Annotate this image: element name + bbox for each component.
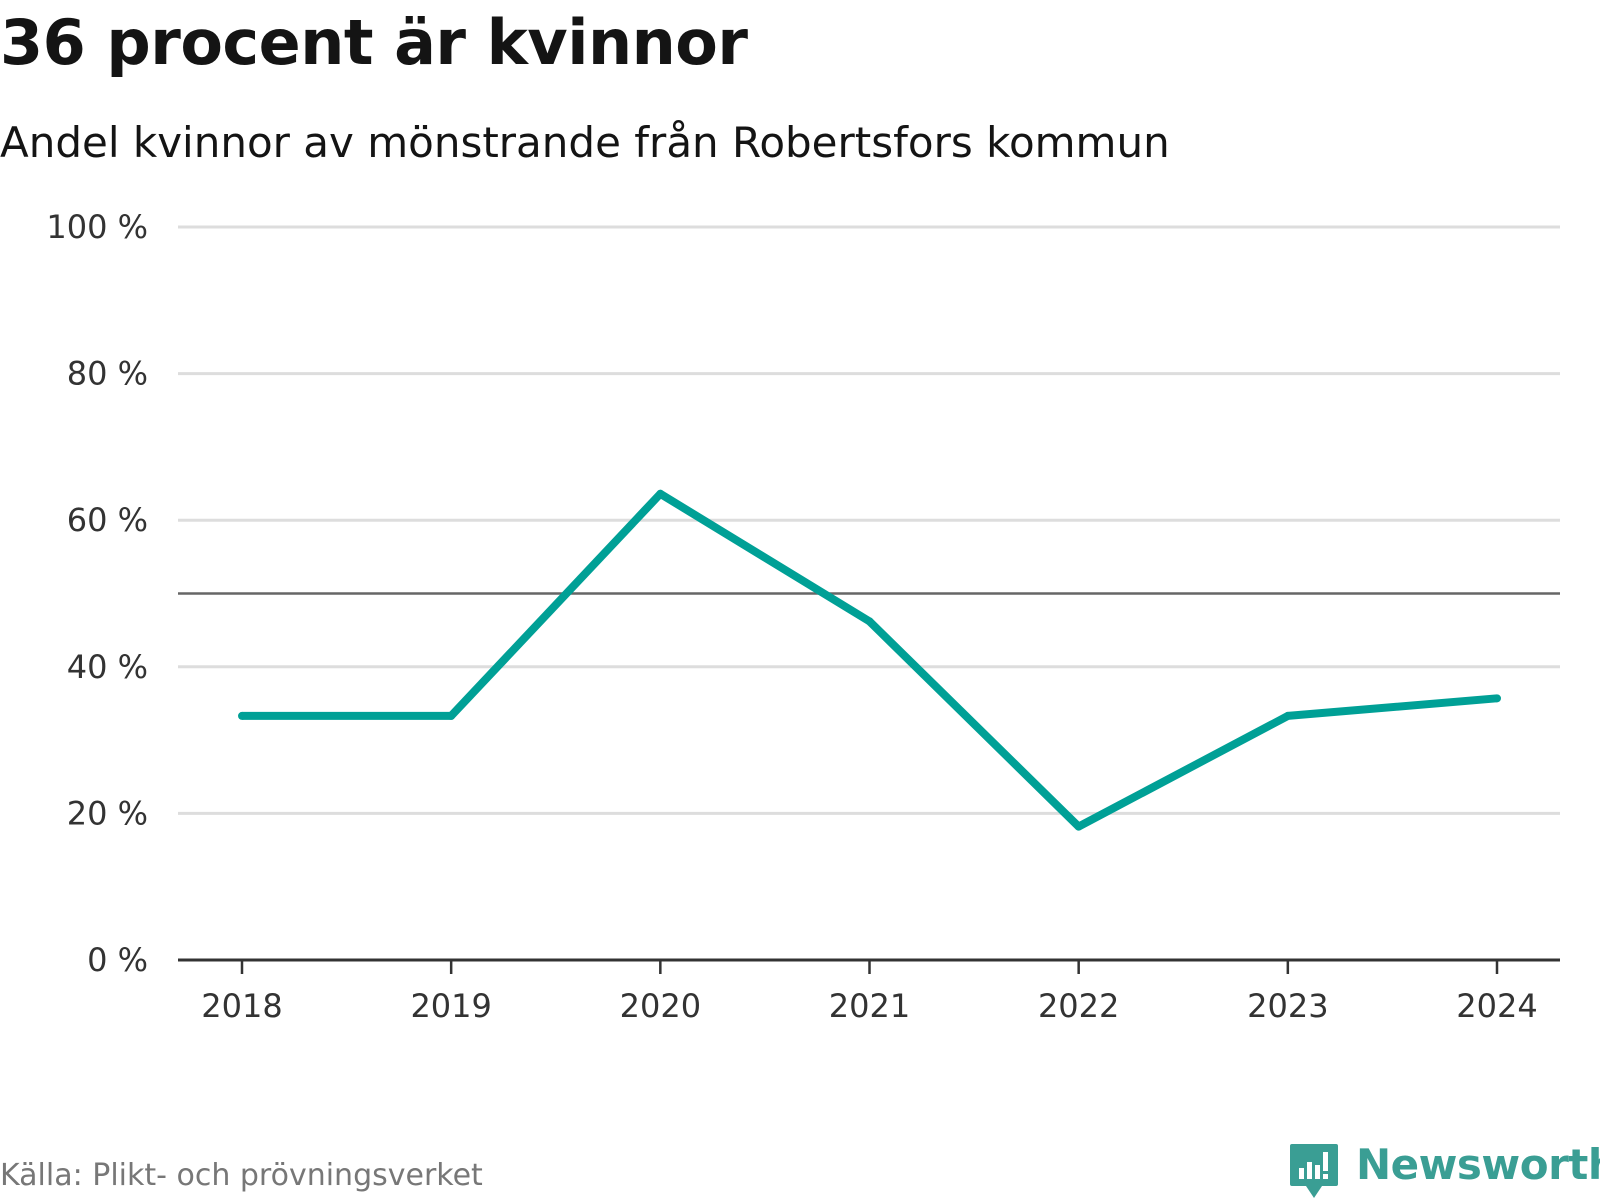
data-point (1283, 711, 1292, 720)
chart-title: 36 procent är kvinnor (0, 6, 748, 79)
x-tick-label: 2024 (1456, 987, 1537, 1025)
line-chart: 0 % 20 % 40 % 60 % 80 % 100 % 2018 2019 2020 202… (46, 208, 1560, 1025)
y-tick-label: 80 % (67, 355, 148, 393)
y-tick-label: 40 % (67, 648, 148, 686)
data-point (656, 489, 665, 498)
y-tick-label: 60 % (67, 501, 148, 539)
series-group (238, 489, 1501, 831)
x-tick-label: 2023 (1247, 987, 1328, 1025)
series-line (242, 489, 1498, 831)
data-point (1493, 694, 1501, 703)
x-axis-tick-labels: 2018 2019 2020 2021 2022 2023 2024 (201, 987, 1537, 1025)
gridlines (178, 225, 1560, 815)
x-tick-label: 2022 (1038, 987, 1119, 1025)
x-axis (178, 958, 1560, 974)
x-tick-label: 2018 (201, 987, 282, 1025)
newsworthy-chart-icon (1290, 1144, 1338, 1198)
brand-name: Newsworthy (1356, 1140, 1600, 1189)
data-point (447, 711, 456, 720)
data-point (238, 711, 246, 720)
y-tick-label: 20 % (67, 794, 148, 832)
data-point (865, 617, 874, 626)
x-tick-label: 2020 (620, 987, 701, 1025)
source-note: Källa: Plikt- och prövningsverket (0, 1158, 483, 1193)
y-tick-label: 100 % (46, 208, 148, 246)
y-tick-label: 0 % (87, 941, 148, 979)
x-tick-label: 2021 (829, 987, 910, 1025)
chart-subtitle: Andel kvinnor av mönstrande från Roberts… (0, 118, 1170, 167)
x-tick-label: 2019 (410, 987, 491, 1025)
data-point (1074, 822, 1083, 831)
y-axis-tick-labels: 0 % 20 % 40 % 60 % 80 % 100 % (46, 208, 148, 979)
